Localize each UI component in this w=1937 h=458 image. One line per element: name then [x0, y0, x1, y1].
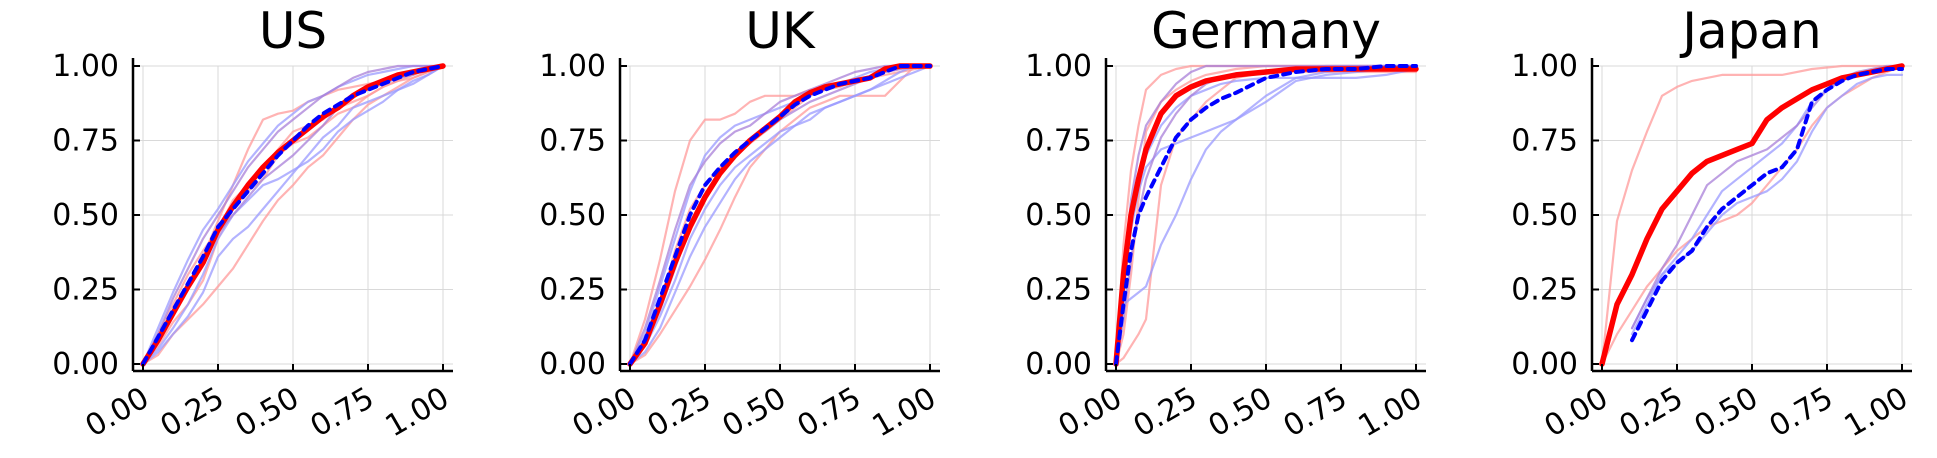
- x-tick-label: 0.25: [1128, 381, 1203, 445]
- y-tick-label: 0.00: [539, 347, 606, 382]
- series-line-5: [1630, 64, 1904, 330]
- mean-line-blue-dashed: [1630, 67, 1904, 343]
- panel-title: Germany: [1151, 2, 1381, 60]
- panel-title: Japan: [1679, 2, 1821, 60]
- y-tick-label: 0.50: [52, 198, 119, 233]
- y-tick-label: 0.75: [1025, 124, 1092, 159]
- x-tick-label: 0.00: [1539, 381, 1614, 445]
- series-line-7: [628, 64, 932, 366]
- y-tick-label: 1.00: [1025, 49, 1092, 84]
- y-tick-label: 1.00: [1511, 49, 1578, 84]
- series-line-6: [628, 64, 932, 366]
- series-line-1: [1600, 64, 1904, 366]
- x-tick-label: 0.25: [1614, 381, 1689, 445]
- series-line-2: [1600, 64, 1904, 366]
- panel-2: UK0.000.250.500.751.000.00 0.25 0.50 0.75 1.…: [539, 2, 942, 444]
- series-line-2: [141, 64, 445, 366]
- y-tick-label: 0.25: [1025, 273, 1092, 308]
- y-tick-label: 0.50: [1511, 198, 1578, 233]
- x-tick-label: 1.00: [1353, 381, 1428, 445]
- panel-1: US0.000.250.500.751.000.00 0.25 0.50 0.75 1.…: [52, 2, 455, 444]
- x-tick-label: 0.50: [1689, 381, 1764, 445]
- y-tick-label: 0.25: [1511, 273, 1578, 308]
- y-tick-label: 0.00: [1511, 347, 1578, 382]
- y-tick-label: 0.50: [539, 198, 606, 233]
- y-tick-label: 0.75: [1511, 124, 1578, 159]
- series-line-7: [141, 64, 445, 366]
- x-tick-label: 1.00: [380, 381, 455, 445]
- mean-line-red: [140, 63, 446, 367]
- mean-line-blue-dashed: [1114, 64, 1418, 366]
- series-line-5: [141, 64, 445, 366]
- x-tick-label: 0.00: [1053, 381, 1128, 445]
- x-tick-label: 0.75: [1278, 381, 1353, 445]
- x-tick-label: 0.75: [1764, 381, 1839, 445]
- x-tick-label: 0.00: [80, 381, 155, 445]
- series-line-4: [628, 64, 932, 366]
- x-tick-label: 0.75: [305, 381, 380, 445]
- x-tick-label: 0.25: [155, 381, 230, 445]
- panel-title: US: [259, 2, 327, 60]
- x-tick-label: 0.25: [642, 381, 717, 445]
- panel-title: UK: [745, 2, 816, 60]
- series-line-8: [141, 64, 445, 366]
- series-line-6: [141, 64, 445, 366]
- y-tick-label: 1.00: [539, 49, 606, 84]
- y-tick-label: 1.00: [52, 49, 119, 84]
- y-tick-label: 0.00: [52, 347, 119, 382]
- x-tick-label: 0.50: [1203, 381, 1278, 445]
- series-line-4: [1114, 64, 1418, 366]
- x-tick-label: 0.50: [230, 381, 305, 445]
- mean-line-blue-dashed: [141, 64, 445, 366]
- y-tick-label: 0.25: [539, 273, 606, 308]
- x-tick-label: 0.50: [717, 381, 792, 445]
- x-tick-label: 0.75: [792, 381, 867, 445]
- x-tick-label: 1.00: [1839, 381, 1914, 445]
- series-line-3: [1630, 73, 1904, 336]
- y-tick-label: 0.75: [52, 124, 119, 159]
- y-tick-label: 0.00: [1025, 347, 1092, 382]
- x-tick-label: 1.00: [867, 381, 942, 445]
- y-tick-label: 0.75: [539, 124, 606, 159]
- y-tick-label: 0.25: [52, 273, 119, 308]
- mean-line-blue-dashed: [628, 64, 932, 366]
- x-tick-label: 0.00: [567, 381, 642, 445]
- y-tick-label: 0.50: [1025, 198, 1092, 233]
